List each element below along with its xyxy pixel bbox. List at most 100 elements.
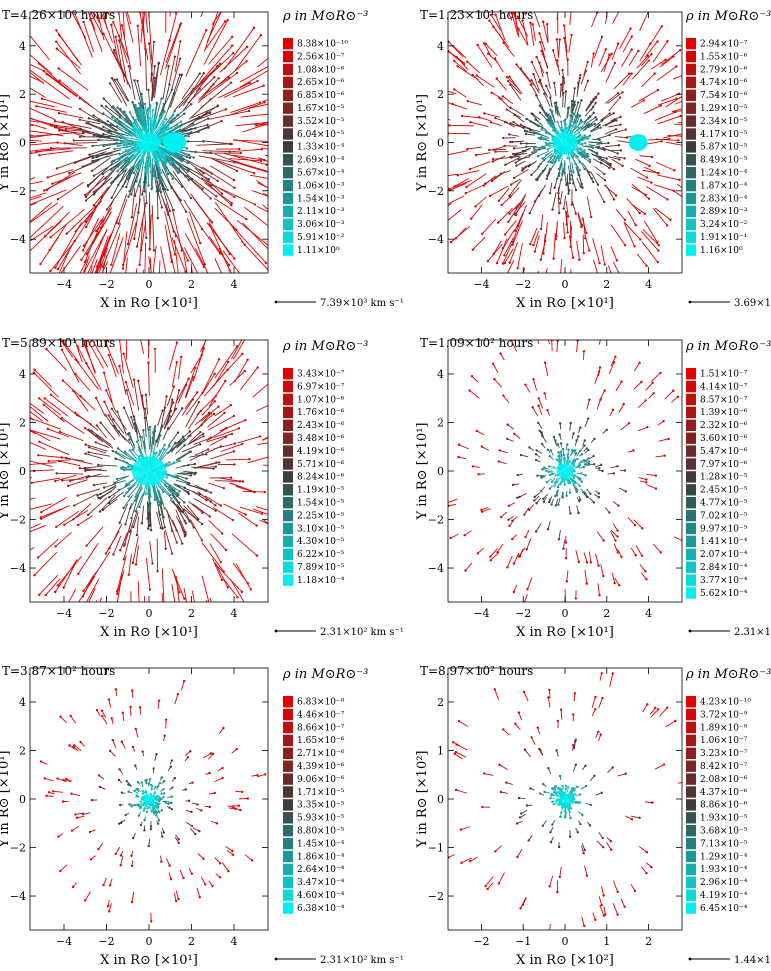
velocity-arrow <box>448 90 457 95</box>
velocity-arrow <box>496 238 508 264</box>
velocity-arrow <box>194 466 216 469</box>
particle <box>230 201 233 205</box>
velocity-arrow <box>144 153 149 168</box>
velocity-arrow <box>183 588 188 602</box>
particle <box>84 468 87 471</box>
particle <box>117 222 120 225</box>
particle <box>583 444 586 447</box>
particle <box>110 77 114 80</box>
particle <box>84 636 86 638</box>
particle <box>134 104 137 107</box>
particle <box>545 481 548 484</box>
velocity-arrow <box>514 433 521 439</box>
particle <box>614 128 618 131</box>
velocity-arrow <box>37 539 59 558</box>
particle <box>553 484 556 487</box>
particle <box>624 128 627 131</box>
velocity-arrow <box>255 121 268 127</box>
velocity-arrow <box>88 451 111 457</box>
velocity-arrow <box>633 519 643 529</box>
velocity-arrow <box>134 80 143 109</box>
velocity-arrow <box>39 150 74 156</box>
particle <box>557 451 560 454</box>
colorbar-label: 2.07×10⁻⁴ <box>700 550 748 560</box>
particle <box>644 570 647 573</box>
particle <box>196 613 198 615</box>
particle <box>84 193 87 197</box>
particle <box>466 99 469 103</box>
particle <box>549 108 552 111</box>
particle <box>144 492 147 495</box>
velocity-arrow <box>60 864 68 872</box>
particle <box>174 407 178 410</box>
velocity-arrow <box>39 441 70 456</box>
velocity-arrow <box>158 449 165 460</box>
particle <box>10 38 12 40</box>
velocity-arrow <box>654 207 671 221</box>
particle <box>574 114 578 118</box>
particle <box>260 512 264 515</box>
particle <box>569 512 572 515</box>
particle <box>538 61 541 65</box>
particle <box>501 262 505 265</box>
particle <box>118 153 122 156</box>
particle <box>552 124 555 128</box>
particle <box>102 371 106 374</box>
velocity-arrow <box>597 158 611 166</box>
particle <box>202 435 205 438</box>
velocity-arrow <box>98 139 119 142</box>
velocity-arrow <box>204 12 219 51</box>
velocity-arrow <box>232 160 268 172</box>
velocity-arrow <box>96 435 114 449</box>
velocity-arrow <box>30 524 47 533</box>
velocity-arrow <box>41 98 73 109</box>
particle <box>556 177 559 180</box>
particle <box>191 398 195 401</box>
velocity-arrow <box>199 462 220 468</box>
particle <box>610 52 613 56</box>
particle <box>53 125 57 129</box>
velocity-arrow <box>47 169 74 178</box>
particle <box>228 150 231 153</box>
velocity-arrow <box>672 75 682 80</box>
particle <box>121 711 124 714</box>
velocity-arrow <box>261 437 268 441</box>
velocity-arrow <box>168 56 176 85</box>
particle <box>131 448 134 452</box>
velocity-arrow <box>30 462 57 465</box>
particle <box>572 171 575 174</box>
velocity-arrow <box>607 91 623 105</box>
particle <box>103 400 106 403</box>
velocity-arrow <box>553 82 557 97</box>
particle <box>519 67 523 70</box>
particle <box>186 170 189 173</box>
particle <box>176 431 180 434</box>
velocity-arrow <box>165 23 182 69</box>
particle <box>190 177 194 181</box>
velocity-arrow <box>640 231 659 251</box>
particle <box>604 48 608 51</box>
velocity-arrow <box>34 369 52 387</box>
particle <box>160 178 164 182</box>
velocity-arrow <box>535 119 543 126</box>
velocity-arrow <box>96 262 103 273</box>
colorbar-swatch <box>283 497 293 509</box>
velocity-arrow <box>164 224 173 262</box>
velocity-arrow <box>185 377 194 399</box>
particle <box>133 422 136 425</box>
particle <box>530 293 532 295</box>
velocity-arrow <box>596 134 610 140</box>
velocity-arrow <box>513 584 518 593</box>
particle <box>480 445 484 448</box>
particle <box>264 261 268 265</box>
particle <box>656 88 660 92</box>
velocity-arrow <box>555 498 559 506</box>
particle <box>494 13 497 16</box>
velocity-arrow <box>583 123 592 131</box>
velocity-arrow <box>257 182 268 189</box>
particle <box>236 596 239 599</box>
particle <box>445 204 447 206</box>
particle <box>160 97 163 100</box>
velocity-arrow <box>575 115 581 125</box>
velocity-arrow <box>89 147 111 156</box>
